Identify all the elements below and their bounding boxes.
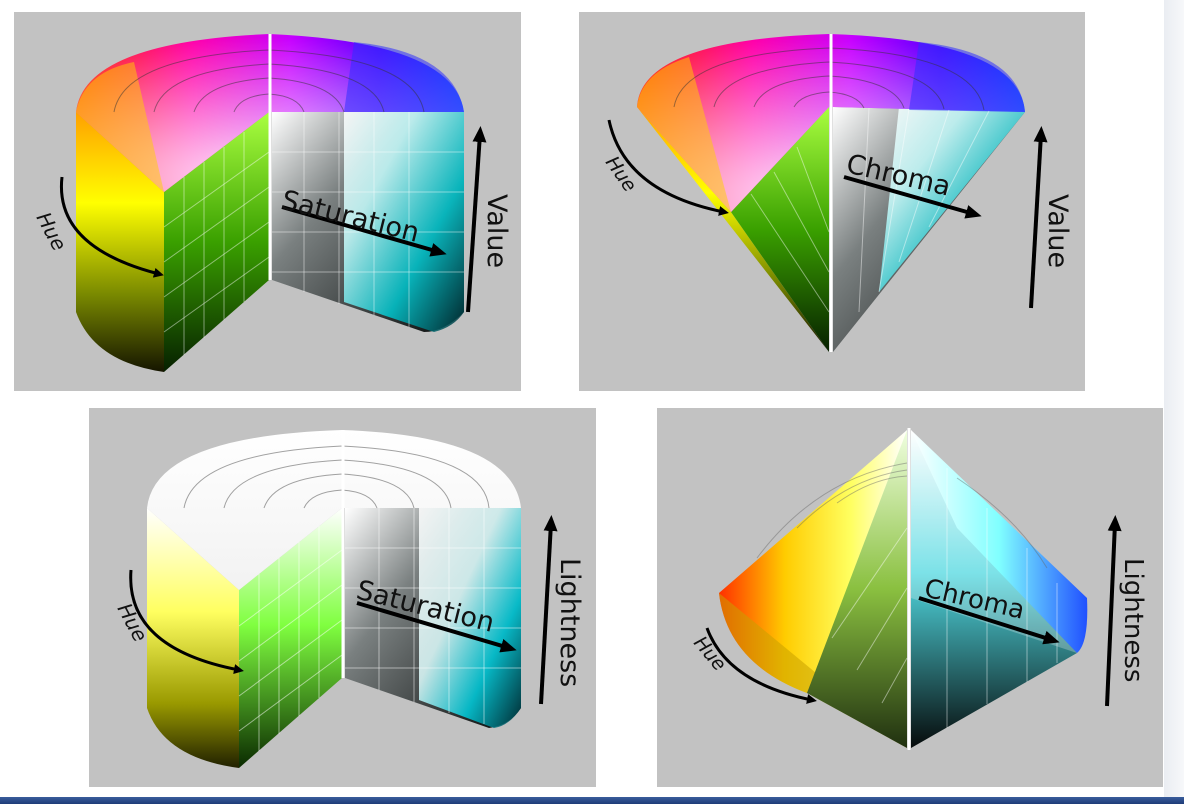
- hsl-bicone-diagram: Hue Chroma Lightness: [689, 428, 1148, 750]
- right-arrow-icon: [843, 175, 982, 219]
- grid-lines: [750, 107, 990, 313]
- hsv-cone-diagram: Hue Chroma Value: [601, 34, 1073, 352]
- vertical-axis-label: Value: [481, 194, 512, 268]
- cut-face-green: [239, 508, 342, 768]
- grid-lines: [238, 508, 521, 751]
- cylinder-side-left: [147, 508, 239, 768]
- up-arrow-icon: [1029, 126, 1048, 309]
- hue-label: Hue: [601, 152, 641, 196]
- up-arrow-icon: [1105, 515, 1122, 707]
- top-disc-yellow: [637, 57, 731, 212]
- up-arrow-icon: [539, 515, 558, 705]
- hue-label: Hue: [32, 208, 72, 255]
- grid-lines: [163, 112, 464, 355]
- cut-face-green: [164, 112, 269, 372]
- vertical-axis-label: Lightness: [554, 558, 585, 687]
- bottom-bar: [0, 797, 1184, 804]
- cone-side-left: [637, 107, 829, 352]
- top-disc-yellow: [76, 62, 164, 192]
- top-disc-white: [147, 430, 521, 590]
- right-arrow-icon: [281, 205, 447, 257]
- cylinder-side-left: [76, 112, 164, 372]
- cut-face-green: [807, 430, 907, 748]
- right-arrow-icon: [918, 596, 1060, 645]
- hsl-cylinder-diagram: Hue Saturation Lightness: [113, 430, 585, 768]
- top-disc-blue: [909, 42, 1025, 112]
- right-edge-strip: [1164, 0, 1184, 804]
- cylinder-side-cyan: [419, 508, 521, 728]
- grid-lines: [831, 468, 1058, 728]
- hsv-cone-panel: Hue Chroma Value: [579, 12, 1085, 391]
- curved-arrow-icon: [607, 119, 729, 216]
- cut-face-green: [731, 107, 829, 352]
- bicone-highlight: [911, 430, 1077, 653]
- vertical-axis-label: Lightness: [1118, 558, 1148, 682]
- right-arrow-icon: [356, 601, 517, 653]
- hsv-cylinder-panel: Hue Saturation Value: [14, 12, 521, 391]
- concentric-rings: [673, 47, 985, 111]
- top-disc-blue: [344, 42, 464, 112]
- vertical-axis-label: Value: [1042, 194, 1073, 268]
- bicone-upper-right: [911, 430, 1088, 653]
- curved-arrow-icon: [59, 176, 164, 278]
- hsv-cylinder-diagram: Hue Saturation Value: [32, 34, 512, 372]
- hsl-bicone-panel: Hue Chroma Lightness: [657, 408, 1163, 787]
- bicone-upper-left: [719, 430, 907, 693]
- curved-arrow-icon: [129, 569, 244, 674]
- curved-arrow-icon: [705, 627, 817, 704]
- hsl-cylinder-panel: Hue Saturation Lightness: [89, 408, 596, 787]
- concentric-rings: [756, 462, 1048, 569]
- hue-label: Hue: [689, 632, 730, 675]
- cone-side-cyan: [879, 107, 1025, 292]
- up-arrow-icon: [466, 126, 487, 313]
- cylinder-side-cyan: [344, 112, 464, 332]
- hue-label: Hue: [113, 599, 153, 646]
